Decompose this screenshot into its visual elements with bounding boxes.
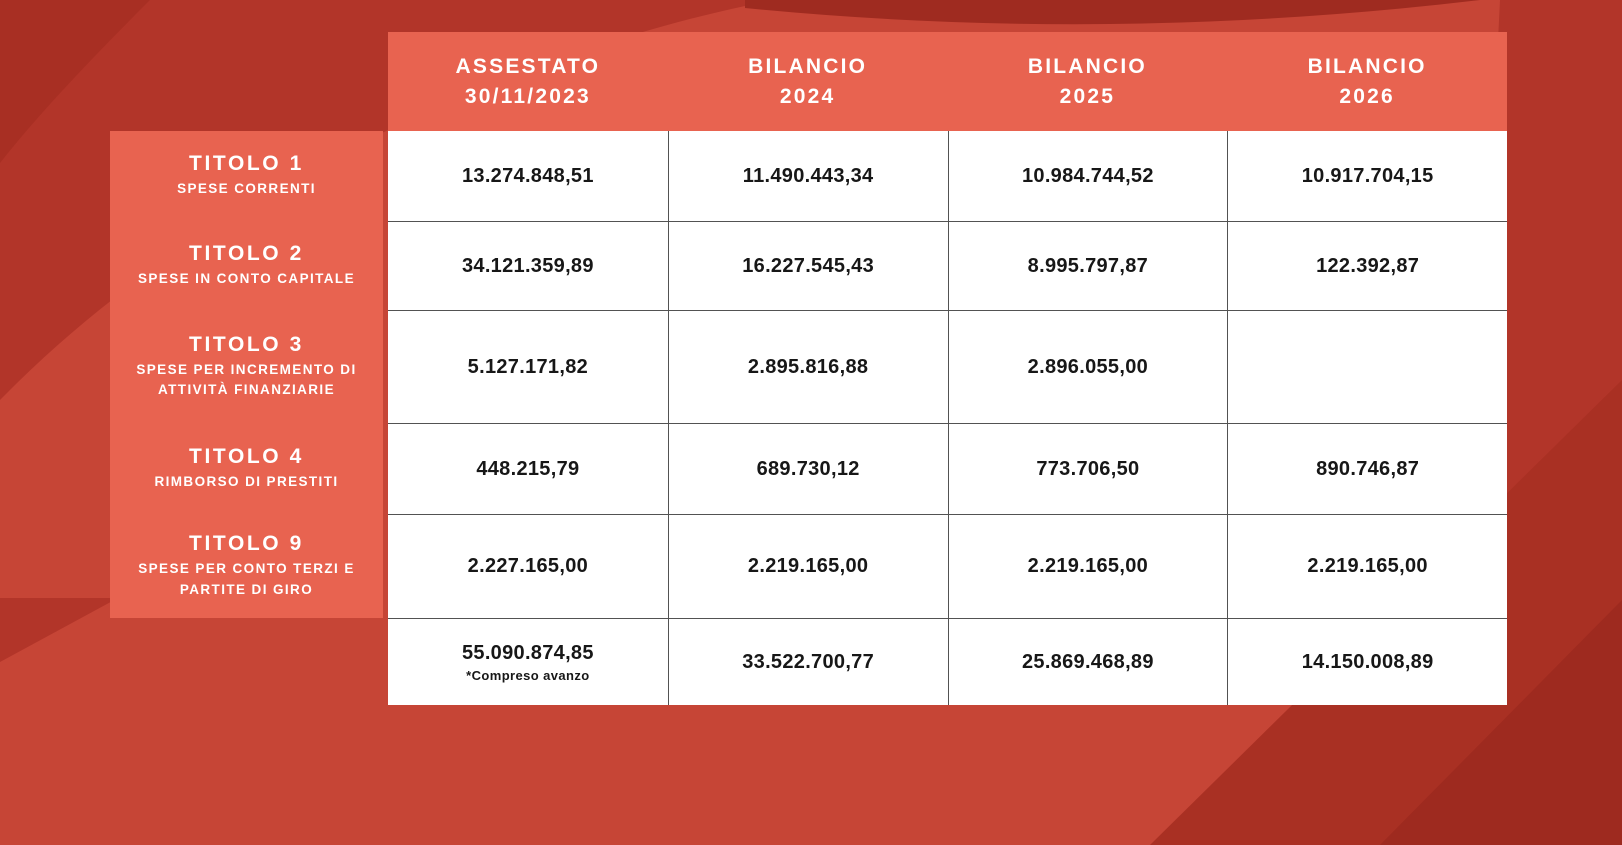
bg-corner-bottom-right-dark [1380, 600, 1622, 845]
bg-swirl-top-left [0, 0, 745, 400]
total-note: *Compreso avanzo [466, 667, 590, 683]
value-cell: 10.917.704,15 [1227, 131, 1507, 221]
value-cell: 13.274.848,51 [388, 131, 668, 221]
bg-band-top-dark [745, 0, 1480, 25]
row-label-titolo-2: TITOLO 2 SPESE IN CONTO CAPITALE [110, 221, 383, 310]
cell-value: 890.746,87 [1316, 457, 1420, 480]
cell-value: 10.984.744,52 [1021, 164, 1154, 187]
total-value: 33.522.700,77 [742, 650, 875, 673]
value-cell: 2.227.165,00 [388, 514, 668, 618]
row-label-panel: TITOLO 1 SPESE CORRENTI TITOLO 2 SPESE I… [110, 131, 383, 618]
row-label-title: TITOLO 3 [189, 332, 304, 356]
value-cell: 890.746,87 [1227, 423, 1507, 514]
column-header-line2: 30/11/2023 [464, 85, 591, 108]
bg-corner-top-left-dark [0, 0, 150, 163]
value-cell: 448.215,79 [388, 423, 668, 514]
row-label-subtitle: RIMBORSO DI PRESTITI [154, 473, 339, 489]
cell-value: 2.895.816,88 [747, 355, 869, 378]
row-label-titolo-4: TITOLO 4 RIMBORSO DI PRESTITI [110, 423, 383, 514]
cell-value: 11.490.443,34 [742, 164, 874, 187]
row-label-titolo-1: TITOLO 1 SPESE CORRENTI [110, 131, 383, 221]
cell-value: 5.127.171,82 [467, 355, 589, 378]
cell-value: 122.392,87 [1316, 254, 1420, 277]
column-header-line2: 2026 [1339, 85, 1395, 108]
column-header-line1: BILANCIO [1027, 55, 1147, 78]
total-cell: 25.869.468,89 [947, 618, 1228, 705]
value-cell: 10.984.744,52 [947, 131, 1228, 221]
row-label-title: TITOLO 9 [189, 532, 304, 556]
cell-value: 448.215,79 [476, 457, 580, 480]
row-label-subtitle: SPESE CORRENTI [177, 181, 316, 197]
cell-value: 16.227.545,43 [742, 254, 875, 277]
cell-value: 689.730,12 [756, 457, 860, 480]
total-value: 55.090.874,85 [461, 641, 594, 664]
value-cell: 2.219.165,00 [667, 514, 948, 618]
value-cell-empty [1227, 310, 1507, 423]
column-header-assestato: ASSESTATO 30/11/2023 [388, 32, 668, 131]
value-cell: 2.895.816,88 [667, 310, 948, 423]
column-header-line1: BILANCIO [1307, 55, 1427, 78]
column-header-line1: BILANCIO [748, 55, 868, 78]
cell-value: 13.274.848,51 [461, 164, 594, 187]
column-header-line1: ASSESTATO [455, 55, 601, 78]
row-label-title: TITOLO 1 [189, 152, 304, 176]
budget-table: ASSESTATO 30/11/2023 BILANCIO 2024 BILAN… [388, 32, 1507, 705]
cell-value: 2.219.165,00 [747, 555, 869, 577]
row-label-subtitle: SPESE PER CONTO TERZI E PARTITE DI GIRO [138, 561, 355, 597]
value-cell: 689.730,12 [667, 423, 948, 514]
column-header-bilancio-2025: BILANCIO 2025 [947, 32, 1228, 131]
value-cell: 2.219.165,00 [1227, 514, 1507, 618]
row-label-titolo-9: TITOLO 9 SPESE PER CONTO TERZI E PARTITE… [110, 514, 383, 618]
cell-value: 2.219.165,00 [1307, 555, 1428, 577]
row-label-title: TITOLO 4 [189, 444, 304, 468]
cell-value: 2.219.165,00 [1027, 555, 1149, 577]
row-label-subtitle: SPESE IN CONTO CAPITALE [138, 270, 355, 286]
value-cell: 2.896.055,00 [947, 310, 1228, 423]
row-label-title: TITOLO 2 [189, 241, 304, 265]
value-cell: 11.490.443,34 [667, 131, 948, 221]
cell-value: 8.995.797,87 [1027, 254, 1149, 277]
value-cell: 5.127.171,82 [388, 310, 668, 423]
value-cell: 34.121.359,89 [388, 221, 668, 310]
cell-value: 773.706,50 [1036, 457, 1140, 480]
value-cell: 8.995.797,87 [947, 221, 1228, 310]
total-value: 25.869.468,89 [1021, 650, 1154, 673]
value-cell: 2.219.165,00 [947, 514, 1228, 618]
cell-value: 34.121.359,89 [461, 254, 594, 277]
row-label-titolo-3: TITOLO 3 SPESE PER INCREMENTO DI ATTIVIT… [110, 310, 383, 423]
column-header-bilancio-2026: BILANCIO 2026 [1227, 32, 1507, 131]
total-cell: 14.150.008,89 [1227, 618, 1507, 705]
column-header-bilancio-2024: BILANCIO 2024 [667, 32, 948, 131]
cell-value: 10.917.704,15 [1301, 164, 1434, 187]
row-label-subtitle: SPESE PER INCREMENTO DI ATTIVITÀ FINANZI… [136, 361, 357, 398]
cell-value: 2.896.055,00 [1027, 355, 1149, 378]
value-cell: 122.392,87 [1227, 221, 1507, 310]
total-value: 14.150.008,89 [1301, 650, 1434, 673]
column-header-line2: 2024 [779, 85, 836, 108]
cell-value: 2.227.165,00 [467, 555, 589, 577]
value-cell: 773.706,50 [947, 423, 1228, 514]
column-header-line2: 2025 [1059, 85, 1116, 108]
total-cell: 33.522.700,77 [667, 618, 948, 705]
bg-wedge-bottom-left [0, 598, 118, 662]
total-cell: 55.090.874,85 *Compreso avanzo [388, 618, 668, 705]
value-cell: 16.227.545,43 [667, 221, 948, 310]
